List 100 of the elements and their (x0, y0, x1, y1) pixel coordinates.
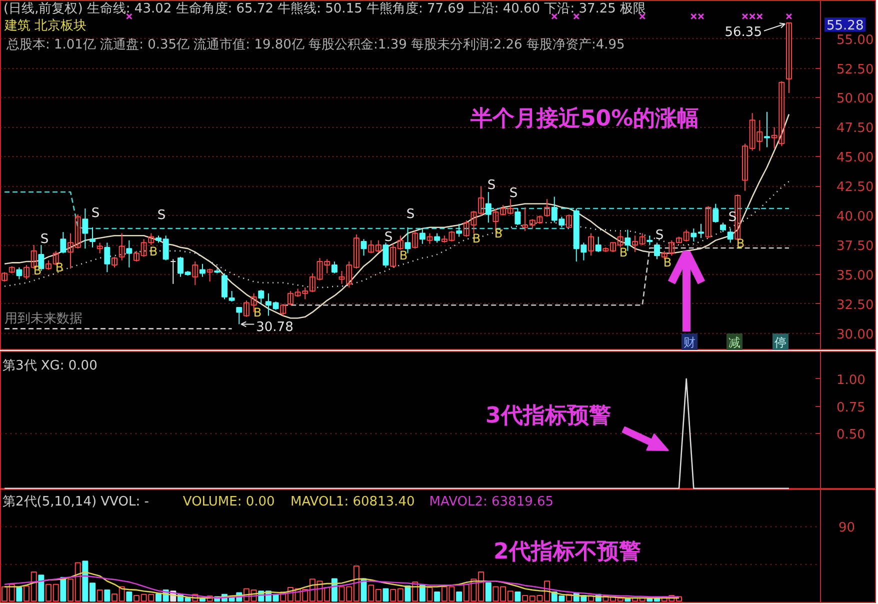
text: MAVOL1: 60813.40 (290, 494, 415, 510)
annotation: B (253, 306, 262, 320)
bar (412, 582, 418, 602)
annotation: S (384, 230, 393, 245)
chart-title: (日线,前复权) 生命线: 43.02 生命角度: 65.72 牛熊线: 50.15 牛熊角度: 77.69 上沿: 40.60 下沿: 37.25 极限 (4, 0, 646, 16)
bar (38, 574, 44, 602)
candlestick (434, 232, 440, 244)
y-tick-label: 1.00 (836, 372, 866, 388)
candlestick (705, 206, 712, 238)
candlestick (419, 228, 426, 244)
annotation: 56.35 (724, 24, 762, 40)
candlestick (544, 198, 550, 218)
annotation: B (663, 256, 672, 270)
candlestick (331, 261, 338, 274)
candlestick (104, 242, 110, 273)
bar (126, 592, 132, 602)
annotation: B (149, 244, 158, 258)
annotation: B (736, 236, 745, 250)
text: MAVOL2: 63819.65 (429, 494, 554, 510)
annotation: 减 (728, 336, 740, 350)
candlestick (712, 203, 719, 224)
candlestick (654, 242, 660, 260)
bar (382, 588, 389, 602)
y-tick-label: 45.00 (836, 150, 874, 166)
annotation: 用到未来数据 (4, 312, 82, 326)
y-tick-label: 35.00 (836, 268, 874, 284)
candlestick (412, 230, 418, 250)
chart-title: 第2代(5,10,14) VVOL: - (2, 494, 150, 510)
annotation: 3代指标预警 (486, 403, 611, 428)
annotation: 30.78 (256, 320, 294, 336)
annotation: B (494, 226, 503, 240)
candlestick (236, 306, 242, 325)
bar (104, 590, 110, 602)
bar (485, 582, 492, 602)
y-tick-label: 42.50 (836, 180, 874, 196)
text: VOLUME: 0.00 (182, 494, 275, 510)
y-tick-label: 30.00 (836, 327, 874, 342)
annotation: S (406, 207, 415, 222)
candlestick (566, 214, 572, 228)
candlestick (280, 303, 286, 316)
annotation: S (157, 208, 166, 223)
candlestick (90, 226, 96, 248)
candlestick (112, 256, 118, 268)
text: 90 (838, 520, 856, 536)
y-tick-label: 52.50 (836, 62, 874, 78)
candlestick (199, 263, 206, 278)
candlestick (170, 258, 176, 284)
annotation: 2代指标不预警 (494, 540, 641, 565)
annotation: 财 (684, 336, 696, 350)
candlestick (426, 232, 433, 244)
annotation: 总股本: 1.01亿 流通盘: 0.35亿 流通市值: 19.80亿 每股公积金:1.39 每股未分利润:2.26 每股净资产:4.95 (6, 36, 625, 52)
annotation: 半个月接近50%的涨幅 (470, 106, 700, 132)
candlestick (16, 266, 22, 280)
y-tick-label: 55.00 (836, 32, 874, 48)
candlestick (192, 261, 198, 286)
candlestick (456, 223, 462, 238)
candlestick (727, 228, 734, 244)
candlestick (720, 222, 726, 233)
bar (456, 592, 462, 602)
annotation: 停 (774, 336, 786, 350)
bar (96, 590, 103, 602)
candlestick (514, 208, 521, 226)
text: 55.28 (826, 18, 864, 34)
candlestick (485, 192, 492, 224)
candlestick (228, 290, 235, 302)
bar (192, 594, 198, 602)
candlestick (646, 235, 653, 246)
candlestick (221, 272, 228, 300)
bar (206, 596, 213, 602)
annotation: B (399, 248, 408, 262)
candlestick (82, 208, 88, 250)
annotation: S (487, 178, 496, 193)
bar (60, 577, 66, 602)
annotation: B (619, 246, 628, 260)
bar (16, 587, 22, 602)
annotation: S (40, 232, 49, 247)
candlestick (360, 238, 367, 256)
candlestick (118, 232, 125, 261)
candlestick (786, 22, 792, 94)
text: 第3代 XG: 0.00 (2, 358, 98, 374)
bar (514, 592, 521, 602)
annotation: S (509, 186, 518, 201)
bar (588, 596, 594, 602)
annotation: B (33, 264, 42, 278)
y-tick-label: 50.00 (836, 92, 874, 107)
text: 建筑 北京板块 (4, 18, 87, 34)
y-tick-label: 40.00 (836, 210, 874, 225)
candlestick (382, 242, 389, 268)
y-tick-label: 0.50 (836, 427, 866, 442)
candlestick (764, 111, 770, 148)
bar (426, 587, 433, 602)
annotation: S (655, 228, 664, 243)
y-tick-label: 37.50 (836, 239, 874, 254)
candlestick (595, 236, 602, 253)
candlestick (96, 242, 103, 254)
bar (566, 594, 572, 602)
y-tick-label: 0.75 (836, 400, 866, 415)
candlestick (2, 272, 8, 282)
candlestick (588, 232, 594, 256)
annotation: B (55, 260, 64, 274)
